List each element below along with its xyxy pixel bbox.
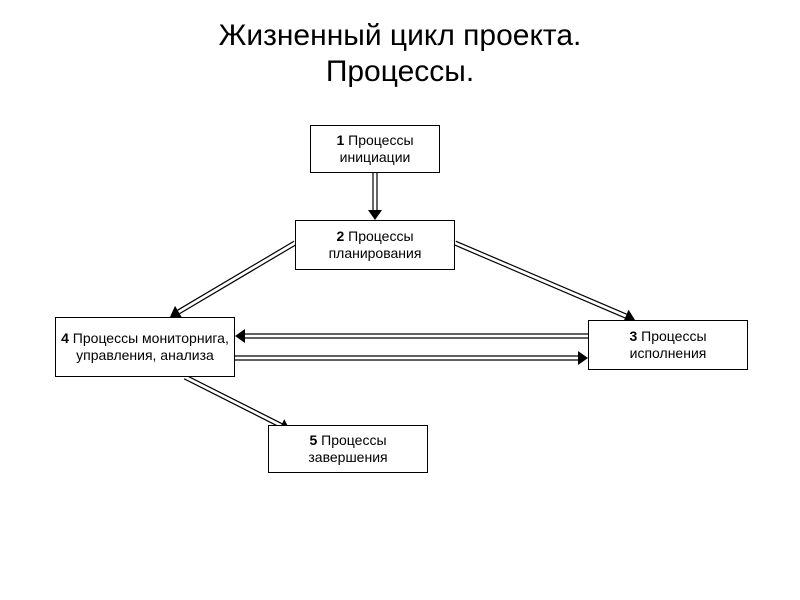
flowchart-diagram: 1 Процессы инициации 2 Процессы планирова…	[0, 0, 800, 600]
flowchart-node-n5: 5 Процессы завершения	[268, 425, 428, 473]
flowchart-node-n2: 2 Процессы планирования	[295, 220, 455, 270]
flowchart-node-n4: 4 Процессы мониторнига, управления, анал…	[55, 317, 235, 377]
flowchart-node-n3: 3 Процессы исполнения	[588, 320, 748, 370]
arrows-layer	[0, 0, 800, 600]
flowchart-node-n1: 1 Процессы инициации	[310, 125, 440, 173]
